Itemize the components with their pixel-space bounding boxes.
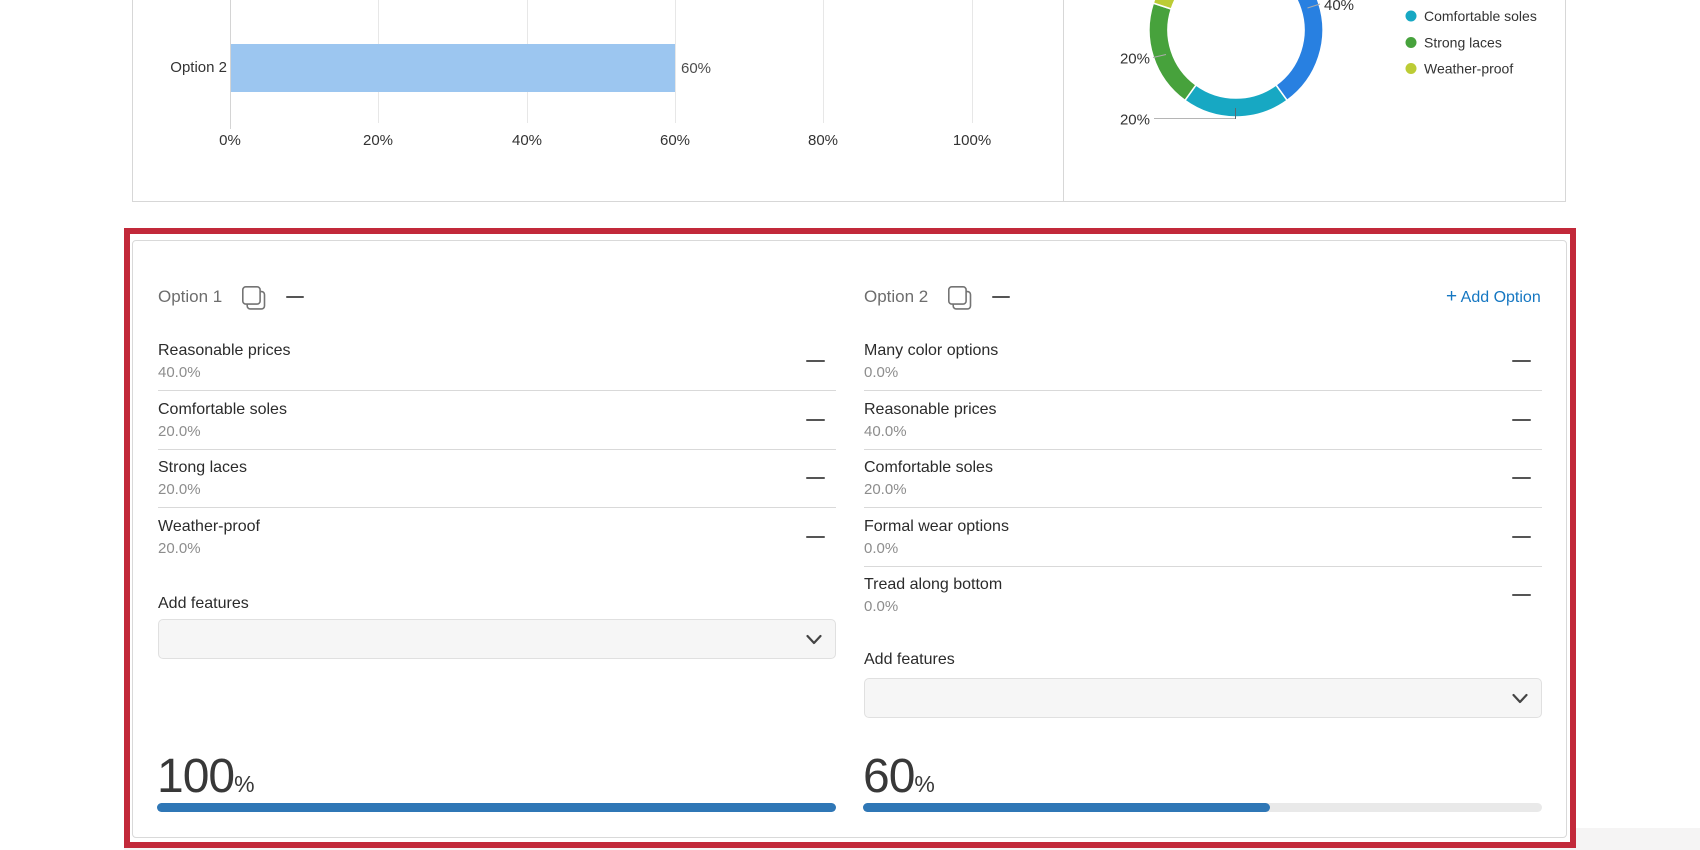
svg-text:Weather-proof: Weather-proof	[1424, 61, 1513, 77]
svg-text:Comfortable soles: Comfortable soles	[1424, 8, 1537, 24]
svg-text:20%: 20%	[1120, 51, 1150, 68]
svg-text:40%: 40%	[1324, 0, 1354, 14]
svg-text:Strong laces: Strong laces	[1424, 35, 1502, 51]
svg-text:20%: 20%	[1120, 112, 1150, 129]
